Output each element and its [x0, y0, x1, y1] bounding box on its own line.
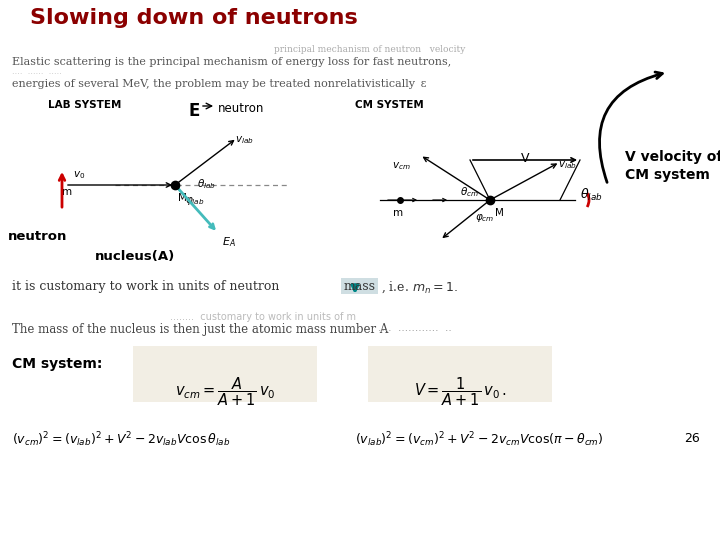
Text: Slowing down of neutrons: Slowing down of neutrons — [30, 8, 358, 28]
Text: ........  customary to work in units of m: ........ customary to work in units of m — [170, 312, 356, 322]
Text: nucleus(A): nucleus(A) — [95, 250, 175, 263]
FancyBboxPatch shape — [133, 346, 317, 402]
Text: $v_0$: $v_0$ — [73, 169, 85, 181]
Text: V velocity of
CM system: V velocity of CM system — [625, 150, 720, 183]
Text: M: M — [495, 208, 504, 218]
Text: $\theta_{cm}$: $\theta_{cm}$ — [460, 185, 479, 199]
Text: $v_{lab}$: $v_{lab}$ — [235, 134, 254, 146]
Text: $v_{lab}$: $v_{lab}$ — [558, 159, 577, 171]
Text: $\theta_{lab}$: $\theta_{lab}$ — [580, 187, 603, 203]
Text: Elastic scattering is the principal mechanism of energy loss for fast neutrons,: Elastic scattering is the principal mech… — [12, 57, 451, 67]
Text: $V = \dfrac{1}{A+1}\, v_0\,.$: $V = \dfrac{1}{A+1}\, v_0\,.$ — [414, 375, 506, 408]
Text: mass: mass — [344, 280, 376, 293]
Text: V: V — [521, 152, 529, 165]
Text: neutron: neutron — [218, 102, 264, 115]
Text: $v_{cm}$: $v_{cm}$ — [392, 160, 410, 172]
Text: m: m — [393, 208, 403, 218]
Text: M: M — [178, 193, 187, 203]
Text: The mass of the nucleus is then just the atomic mass number A: The mass of the nucleus is then just the… — [12, 323, 388, 336]
FancyBboxPatch shape — [368, 346, 552, 402]
Text: ....  ............  ..: .... ............ .. — [378, 323, 451, 333]
Text: energies of several MeV, the problem may be treated nonrelativistically  ε: energies of several MeV, the problem may… — [12, 79, 426, 89]
Text: m: m — [62, 187, 72, 197]
Text: CM system:: CM system: — [12, 357, 102, 371]
Text: $\varphi_{cm}$: $\varphi_{cm}$ — [475, 212, 495, 224]
Text: $\theta_{lab}$: $\theta_{lab}$ — [197, 177, 216, 191]
Text: $(v_{lab})^2 = (v_{cm})^2 + V^2 - 2v_{cm}V\cos(\pi - \theta_{cm})$: $(v_{lab})^2 = (v_{cm})^2 + V^2 - 2v_{cm… — [355, 430, 603, 449]
Text: E: E — [188, 102, 199, 120]
Text: 26: 26 — [684, 432, 700, 445]
Text: , i.e. $m_n = 1.$: , i.e. $m_n = 1.$ — [381, 280, 458, 295]
Text: $(v_{cm})^2 = (v_{lab})^2 + V^2 - 2v_{lab}V\cos\theta_{lab}$: $(v_{cm})^2 = (v_{lab})^2 + V^2 - 2v_{la… — [12, 430, 230, 449]
Text: neutron: neutron — [8, 230, 68, 243]
Text: ····  ······  ·····: ···· ······ ····· — [12, 70, 62, 79]
Text: $\varphi_{lab}$: $\varphi_{lab}$ — [185, 195, 204, 207]
Text: CM SYSTEM: CM SYSTEM — [355, 100, 424, 110]
Text: it is customary to work in units of neutron: it is customary to work in units of neut… — [12, 280, 284, 293]
Text: $E_A$: $E_A$ — [222, 235, 235, 249]
Text: $v_{cm} = \dfrac{A}{A+1}\, v_0$: $v_{cm} = \dfrac{A}{A+1}\, v_0$ — [175, 375, 275, 408]
Text: principal mechanism of neutron   velocity: principal mechanism of neutron velocity — [274, 45, 466, 54]
FancyBboxPatch shape — [341, 278, 378, 294]
Text: LAB SYSTEM: LAB SYSTEM — [48, 100, 122, 110]
